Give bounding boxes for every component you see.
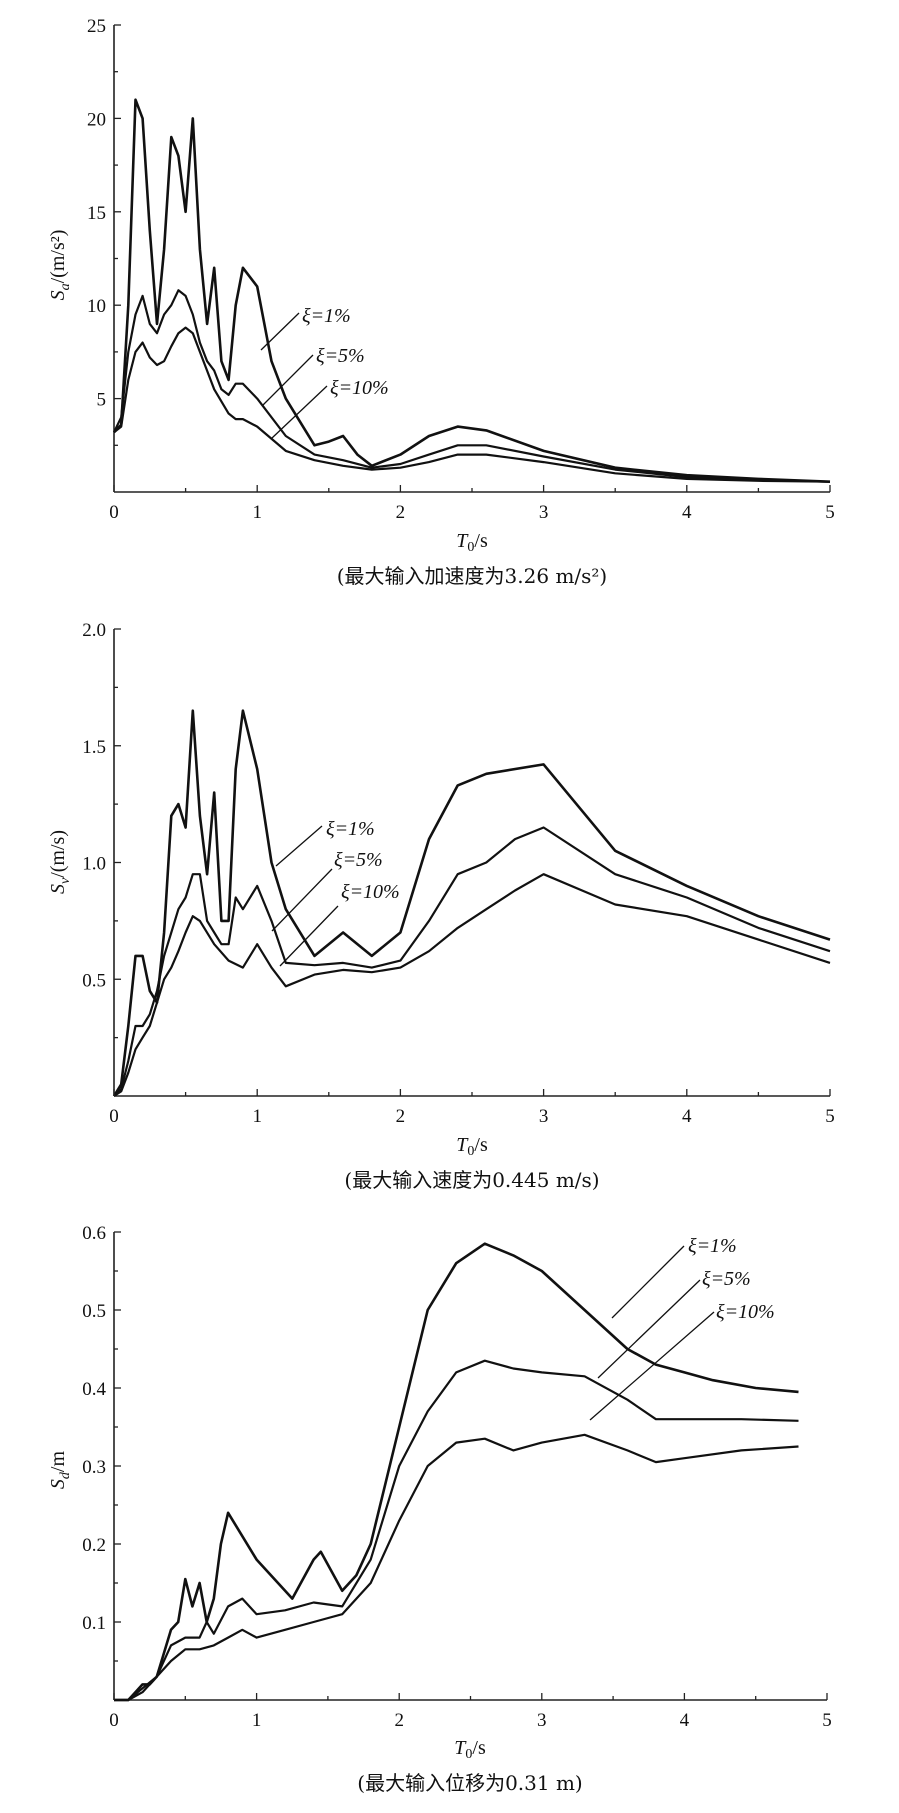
displacement-annot-xi-1: ξ=1% — [688, 1235, 737, 1257]
displacement-series-xi-5 — [114, 1359, 799, 1702]
velocity-annot-xi-10: ξ=10% — [341, 881, 400, 903]
velocity-annot-xi-1: ξ=1% — [326, 818, 375, 840]
displacement-leader-10 — [589, 1311, 715, 1421]
velocity-ticks: 0 1 2 3 4 5 0.5 1.0 1.5 2.0 — [82, 620, 835, 1127]
displacement-y-tick-label: 0.5 — [82, 1301, 106, 1322]
displacement-annotations: ξ=1% ξ=5% ξ=10% — [589, 1235, 775, 1421]
displacement-caption: (最大输入位移为0.31 m) — [357, 1771, 582, 1795]
acceleration-x-tick-label: 4 — [682, 502, 692, 523]
displacement-y-tick-label: 0.2 — [82, 1535, 106, 1556]
acceleration-series-xi-5 — [113, 289, 831, 483]
displacement-y-tick-label: 0.3 — [82, 1457, 106, 1478]
acceleration-annot-xi-1: ξ=1% — [302, 305, 351, 327]
displacement-x-tick-label: 3 — [537, 1710, 547, 1731]
displacement-x-tick-label: 5 — [822, 1710, 832, 1731]
acceleration-leader-5 — [261, 354, 314, 407]
acceleration-x-axis-label: T0/s — [456, 530, 488, 555]
velocity-caption: (最大输入速度为0.445 m/s) — [344, 1168, 599, 1192]
acceleration-y-tick-label: 25 — [87, 16, 106, 37]
displacement-series-xi-1 — [114, 1242, 799, 1702]
acceleration-series — [113, 98, 831, 483]
acceleration-annot-xi-5: ξ=5% — [316, 345, 365, 367]
displacement-series-xi-10 — [114, 1433, 799, 1702]
displacement-x-tick-label: 0 — [109, 1710, 119, 1731]
velocity-y-axis-label: Sv/(m/s) — [47, 830, 73, 894]
acceleration-annotations: ξ=1% ξ=5% ξ=10% — [260, 305, 389, 439]
velocity-x-tick-label: 5 — [825, 1106, 835, 1127]
velocity-annotations: ξ=1% ξ=5% ξ=10% — [271, 818, 400, 967]
displacement-annot-xi-10: ξ=10% — [716, 1301, 775, 1323]
acceleration-x-tick-label: 5 — [825, 502, 835, 523]
acceleration-y-tick-label: 15 — [87, 203, 106, 224]
acceleration-ticks: 0 1 2 3 4 5 5 10 15 20 25 — [87, 16, 835, 523]
velocity-y-tick-label: 2.0 — [82, 620, 106, 641]
displacement-spectrum-chart: 0 1 2 3 4 5 0.1 0.2 0.3 0.4 0.5 0.6 Sd/m T0/s (最大输入… — [47, 1223, 832, 1795]
displacement-leader-5 — [597, 1279, 701, 1379]
acceleration-x-tick-label: 2 — [396, 502, 406, 523]
displacement-x-axis-label: T0/s — [454, 1737, 486, 1762]
acceleration-x-tick-label: 0 — [109, 502, 119, 523]
velocity-x-tick-label: 1 — [252, 1106, 262, 1127]
acceleration-axes — [113, 25, 830, 493]
acceleration-leader-1 — [260, 312, 300, 351]
velocity-series-xi-1 — [112, 709, 831, 1097]
displacement-y-tick-label: 0.6 — [82, 1223, 106, 1244]
displacement-annot-xi-5: ξ=5% — [702, 1268, 751, 1290]
acceleration-x-tick-label: 3 — [539, 502, 549, 523]
velocity-leader-5 — [271, 868, 333, 932]
displacement-x-tick-label: 1 — [252, 1710, 262, 1731]
acceleration-y-axis-label: Sa/(m/s²) — [47, 230, 73, 301]
velocity-leader-10 — [279, 905, 339, 967]
velocity-x-tick-label: 0 — [109, 1106, 119, 1127]
acceleration-series-xi-10 — [113, 326, 831, 483]
velocity-axes — [113, 629, 830, 1097]
velocity-x-tick-label: 4 — [682, 1106, 692, 1127]
velocity-annot-xi-5: ξ=5% — [334, 849, 383, 871]
velocity-leader-1 — [275, 825, 323, 867]
acceleration-annot-xi-10: ξ=10% — [330, 377, 389, 399]
displacement-y-tick-label: 0.1 — [82, 1613, 106, 1634]
acceleration-spectrum-chart: 0 1 2 3 4 5 5 10 15 20 25 Sa/(m/s²) T0/s (最大输入加速度为… — [47, 16, 835, 588]
displacement-series — [114, 1242, 799, 1702]
acceleration-leader-10 — [271, 385, 328, 439]
displacement-y-tick-label: 0.4 — [82, 1379, 106, 1400]
velocity-y-tick-label: 1.5 — [82, 737, 106, 758]
velocity-spectrum-chart: 0 1 2 3 4 5 0.5 1.0 1.5 2.0 Sv/(m/s) T0/s (最大输入速度… — [47, 620, 835, 1192]
velocity-series-xi-10 — [113, 873, 831, 1097]
velocity-series-xi-5 — [113, 826, 831, 1097]
acceleration-y-tick-label: 5 — [97, 390, 107, 411]
acceleration-series-xi-1 — [113, 98, 831, 483]
displacement-x-tick-label: 4 — [680, 1710, 690, 1731]
velocity-y-tick-label: 1.0 — [82, 854, 106, 875]
velocity-x-axis-label: T0/s — [456, 1134, 488, 1159]
displacement-leader-1 — [611, 1245, 685, 1319]
acceleration-y-tick-label: 20 — [87, 109, 106, 130]
acceleration-x-tick-label: 1 — [252, 502, 262, 523]
velocity-x-tick-label: 3 — [539, 1106, 549, 1127]
velocity-y-tick-label: 0.5 — [82, 970, 106, 991]
acceleration-caption: (最大输入加速度为3.26 m/s²) — [337, 564, 607, 588]
acceleration-y-tick-label: 10 — [87, 296, 106, 317]
displacement-x-tick-label: 2 — [394, 1710, 404, 1731]
displacement-y-axis-label: Sd/m — [47, 1451, 73, 1490]
displacement-ticks: 0 1 2 3 4 5 0.1 0.2 0.3 0.4 0.5 0.6 — [82, 1223, 832, 1731]
velocity-x-tick-label: 2 — [396, 1106, 406, 1127]
velocity-series — [112, 709, 831, 1097]
